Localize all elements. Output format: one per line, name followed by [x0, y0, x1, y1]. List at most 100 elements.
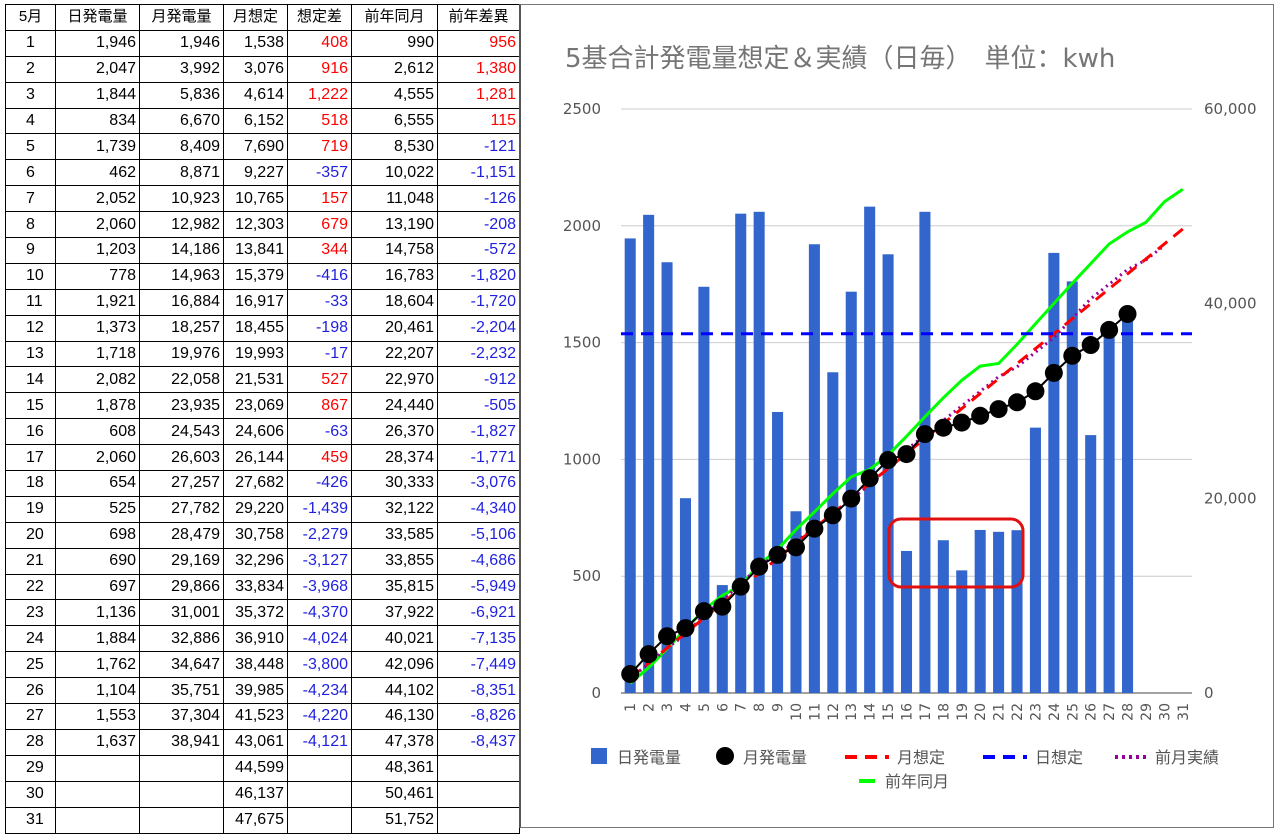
cell-daily-generation[interactable]: 1,844: [55, 81, 140, 109]
cell-prev-year[interactable]: 47,378: [351, 728, 438, 756]
cell-monthly-target[interactable]: 21,531: [223, 366, 288, 394]
cell-day[interactable]: 12: [5, 314, 56, 342]
cell-day[interactable]: 3: [5, 81, 56, 109]
cell-monthly-target[interactable]: 32,296: [223, 547, 288, 575]
cell-day[interactable]: 5: [5, 133, 56, 161]
cell-monthly-generation[interactable]: [139, 754, 224, 782]
cell-day[interactable]: 17: [5, 444, 56, 472]
cell-prev-year-diff[interactable]: [437, 780, 520, 808]
cell-monthly-generation[interactable]: [139, 806, 224, 834]
cell-monthly-generation[interactable]: 31,001: [139, 599, 224, 627]
cell-prev-year[interactable]: 13,190: [351, 211, 438, 239]
cell-day[interactable]: 31: [5, 806, 56, 834]
cell-prev-year-diff[interactable]: -4,686: [437, 547, 520, 575]
cell-monthly-target[interactable]: 23,069: [223, 392, 288, 420]
cell-monthly-target[interactable]: 7,690: [223, 133, 288, 161]
cell-monthly-target[interactable]: 13,841: [223, 237, 288, 264]
cell-monthly-target[interactable]: 35,372: [223, 599, 288, 627]
cell-prev-year[interactable]: 6,555: [351, 107, 438, 135]
cell-target-diff[interactable]: -63: [287, 418, 352, 446]
cell-monthly-target[interactable]: 3,076: [223, 55, 288, 83]
cell-target-diff[interactable]: [287, 806, 352, 834]
cell-day[interactable]: 14: [5, 366, 56, 394]
cell-prev-year-diff[interactable]: -8,437: [437, 728, 520, 756]
cell-monthly-generation[interactable]: 8,409: [139, 133, 224, 161]
cell-target-diff[interactable]: -1,439: [287, 495, 352, 523]
cell-prev-year[interactable]: 50,461: [351, 780, 438, 808]
cell-day[interactable]: 1: [5, 29, 56, 57]
cell-target-diff[interactable]: [287, 780, 352, 808]
cell-monthly-generation[interactable]: 14,186: [139, 237, 224, 264]
cell-prev-year[interactable]: 990: [351, 29, 438, 57]
cell-target-diff[interactable]: -17: [287, 340, 352, 368]
cell-daily-generation[interactable]: 2,047: [55, 55, 140, 83]
cell-monthly-target[interactable]: 36,910: [223, 625, 288, 653]
cell-daily-generation[interactable]: 690: [55, 547, 140, 575]
cell-monthly-generation[interactable]: 3,992: [139, 55, 224, 83]
cell-prev-year[interactable]: 20,461: [351, 314, 438, 342]
cell-day[interactable]: 18: [5, 470, 56, 497]
cell-monthly-target[interactable]: 33,834: [223, 573, 288, 601]
cell-monthly-target[interactable]: 10,765: [223, 185, 288, 213]
cell-monthly-target[interactable]: 12,303: [223, 211, 288, 239]
cell-daily-generation[interactable]: 654: [55, 470, 140, 497]
cell-prev-year[interactable]: 28,374: [351, 444, 438, 472]
cell-monthly-generation[interactable]: 14,963: [139, 262, 224, 290]
cell-daily-generation[interactable]: 1,373: [55, 314, 140, 342]
cell-target-diff[interactable]: 157: [287, 185, 352, 213]
cell-prev-year-diff[interactable]: -912: [437, 366, 520, 394]
cell-prev-year-diff[interactable]: -126: [437, 185, 520, 213]
cell-target-diff[interactable]: -3,127: [287, 547, 352, 575]
cell-prev-year-diff[interactable]: [437, 806, 520, 834]
cell-daily-generation[interactable]: 2,060: [55, 211, 140, 239]
cell-target-diff[interactable]: 527: [287, 366, 352, 394]
cell-target-diff[interactable]: -4,370: [287, 599, 352, 627]
cell-daily-generation[interactable]: 1,553: [55, 703, 140, 730]
cell-prev-year[interactable]: 51,752: [351, 806, 438, 834]
cell-monthly-generation[interactable]: 35,751: [139, 677, 224, 705]
cell-prev-year[interactable]: 48,361: [351, 754, 438, 782]
cell-target-diff[interactable]: -426: [287, 470, 352, 497]
header-daily-generation[interactable]: 日発電量: [55, 4, 140, 31]
cell-monthly-generation[interactable]: 6,670: [139, 107, 224, 135]
cell-monthly-generation[interactable]: 28,479: [139, 521, 224, 549]
cell-day[interactable]: 10: [5, 262, 56, 290]
cell-day[interactable]: 20: [5, 521, 56, 549]
cell-daily-generation[interactable]: 525: [55, 495, 140, 523]
cell-target-diff[interactable]: 1,222: [287, 81, 352, 109]
cell-monthly-generation[interactable]: 38,941: [139, 728, 224, 756]
cell-prev-year-diff[interactable]: -572: [437, 237, 520, 264]
cell-monthly-target[interactable]: 4,614: [223, 81, 288, 109]
cell-prev-year[interactable]: 33,855: [351, 547, 438, 575]
cell-day[interactable]: 15: [5, 392, 56, 420]
cell-target-diff[interactable]: -416: [287, 262, 352, 290]
cell-day[interactable]: 2: [5, 55, 56, 83]
cell-prev-year-diff[interactable]: -6,921: [437, 599, 520, 627]
cell-monthly-target[interactable]: 38,448: [223, 651, 288, 679]
cell-day[interactable]: 26: [5, 677, 56, 705]
cell-target-diff[interactable]: 518: [287, 107, 352, 135]
cell-prev-year[interactable]: 18,604: [351, 288, 438, 316]
cell-daily-generation[interactable]: 2,082: [55, 366, 140, 394]
cell-prev-year-diff[interactable]: 1,281: [437, 81, 520, 109]
cell-day[interactable]: 19: [5, 495, 56, 523]
cell-prev-year-diff[interactable]: -2,204: [437, 314, 520, 342]
cell-daily-generation[interactable]: 1,878: [55, 392, 140, 420]
cell-day[interactable]: 29: [5, 754, 56, 782]
cell-prev-year-diff[interactable]: -1,820: [437, 262, 520, 290]
cell-monthly-target[interactable]: 41,523: [223, 703, 288, 730]
cell-target-diff[interactable]: 867: [287, 392, 352, 420]
cell-monthly-target[interactable]: 9,227: [223, 159, 288, 187]
cell-prev-year[interactable]: 42,096: [351, 651, 438, 679]
cell-target-diff[interactable]: -3,800: [287, 651, 352, 679]
cell-monthly-generation[interactable]: 8,871: [139, 159, 224, 187]
cell-daily-generation[interactable]: 2,052: [55, 185, 140, 213]
cell-day[interactable]: 8: [5, 211, 56, 239]
cell-daily-generation[interactable]: 462: [55, 159, 140, 187]
cell-target-diff[interactable]: 459: [287, 444, 352, 472]
cell-prev-year-diff[interactable]: -1,151: [437, 159, 520, 187]
cell-daily-generation[interactable]: 1,946: [55, 29, 140, 57]
cell-monthly-generation[interactable]: 24,543: [139, 418, 224, 446]
cell-monthly-target[interactable]: 30,758: [223, 521, 288, 549]
cell-day[interactable]: 25: [5, 651, 56, 679]
